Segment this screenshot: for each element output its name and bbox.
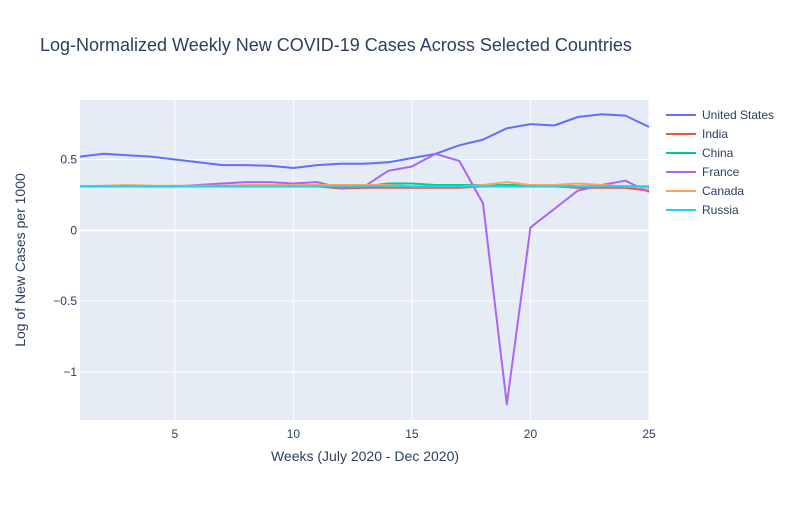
chart-title: Log-Normalized Weekly New COVID-19 Cases…: [40, 35, 632, 55]
x-axis-label: Weeks (July 2020 - Dec 2020): [271, 448, 459, 464]
y-tick-label: 0.5: [60, 152, 77, 166]
legend-label: India: [702, 127, 728, 141]
y-axis-label: Log of New Cases per 1000: [12, 173, 28, 347]
y-axis-ticks: 0.5 0 −0.5 −1: [53, 152, 77, 378]
x-tick-label: 5: [171, 427, 178, 441]
legend-label: United States: [702, 108, 774, 122]
legend-item[interactable]: Canada: [666, 184, 744, 198]
x-tick-label: 20: [524, 427, 538, 441]
x-axis-ticks: 5 10 15 20 25: [171, 427, 656, 441]
legend-item[interactable]: Russia: [666, 203, 739, 217]
y-tick-label: −1: [63, 365, 77, 379]
y-tick-label: 0: [70, 223, 77, 237]
series-line-united-states: [79, 113, 650, 169]
legend-label: China: [702, 146, 734, 160]
legend-item[interactable]: India: [666, 127, 728, 141]
series-layer: [79, 113, 650, 406]
legend-label: France: [702, 165, 740, 179]
legend: United States India China France Canada Russi…: [666, 108, 774, 217]
legend-item[interactable]: France: [666, 165, 740, 179]
legend-item[interactable]: United States: [666, 108, 774, 122]
legend-item[interactable]: China: [666, 146, 734, 160]
y-tick-label: −0.5: [53, 294, 77, 308]
x-tick-label: 15: [405, 427, 419, 441]
x-tick-label: 10: [287, 427, 301, 441]
x-tick-label: 25: [642, 427, 656, 441]
legend-label: Russia: [702, 203, 739, 217]
legend-label: Canada: [702, 184, 744, 198]
